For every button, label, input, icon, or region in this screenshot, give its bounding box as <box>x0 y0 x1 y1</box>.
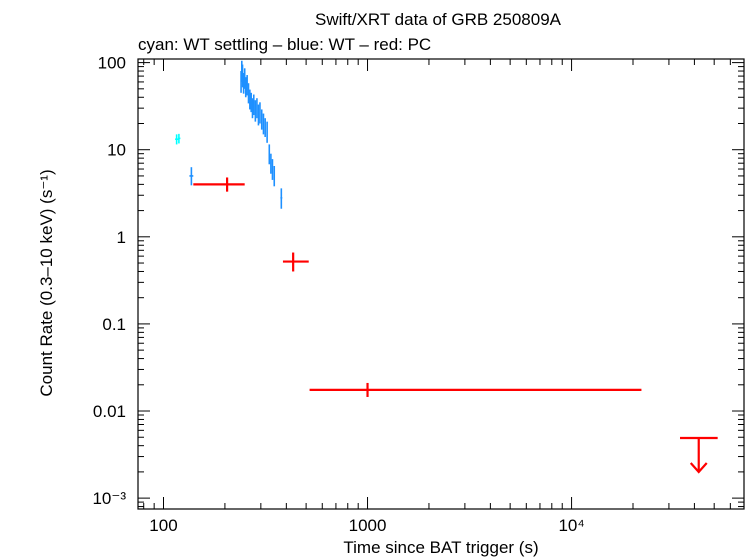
y-tick-label: 0.1 <box>102 315 126 334</box>
data-point <box>252 94 255 116</box>
axis-tick-labels: 100 1000 10⁴ 100 10 1 0.1 0.01 10⁻³ <box>92 54 584 535</box>
data-points <box>175 60 718 474</box>
data-point <box>247 83 250 104</box>
data-point <box>178 133 181 144</box>
data-point <box>254 100 257 122</box>
data-point <box>282 252 309 272</box>
plot-frame <box>137 58 745 510</box>
axis-ticks <box>138 59 745 509</box>
data-point <box>271 159 274 180</box>
x-axis-label: Time since BAT trigger (s) <box>343 538 538 557</box>
data-point <box>309 382 642 397</box>
y-tick-label: 10 <box>107 141 126 160</box>
data-point <box>241 64 244 88</box>
series-wt-settling <box>175 133 181 145</box>
data-point <box>264 118 266 137</box>
data-point <box>242 72 245 94</box>
x-tick-label: 10⁴ <box>558 516 584 535</box>
y-tick-label: 1 <box>117 228 126 247</box>
data-point <box>244 77 247 98</box>
y-tick-label: 10⁻³ <box>92 489 126 508</box>
data-point <box>257 104 260 126</box>
chart-subtitle: cyan: WT settling – blue: WT – red: PC <box>138 35 431 54</box>
data-point <box>270 153 272 174</box>
series-pc-upper-limit <box>680 436 718 474</box>
x-tick-label: 100 <box>149 516 177 535</box>
data-point <box>256 98 258 119</box>
data-point <box>280 188 283 209</box>
data-point <box>259 102 261 124</box>
data-point <box>260 109 263 130</box>
data-point <box>266 121 268 143</box>
data-point <box>193 177 245 192</box>
data-point <box>273 166 276 187</box>
series-wt <box>189 60 283 209</box>
series-pc <box>193 177 642 397</box>
data-point <box>189 167 194 186</box>
y-axis-label: Count Rate (0.3–10 keV) (s⁻¹) <box>37 169 56 396</box>
upper-limit-marker <box>680 436 718 474</box>
data-point <box>268 144 271 165</box>
y-tick-label: 0.01 <box>93 402 126 421</box>
upper-limit-arrowhead <box>689 462 708 474</box>
data-point <box>246 75 248 96</box>
data-point <box>243 68 246 89</box>
data-point <box>249 89 251 110</box>
x-tick-label: 1000 <box>349 516 387 535</box>
data-point <box>250 92 252 113</box>
y-tick-label: 100 <box>98 54 126 73</box>
data-point <box>262 113 265 135</box>
chart-title: Swift/XRT data of GRB 250809A <box>315 10 562 29</box>
data-point <box>251 98 254 119</box>
